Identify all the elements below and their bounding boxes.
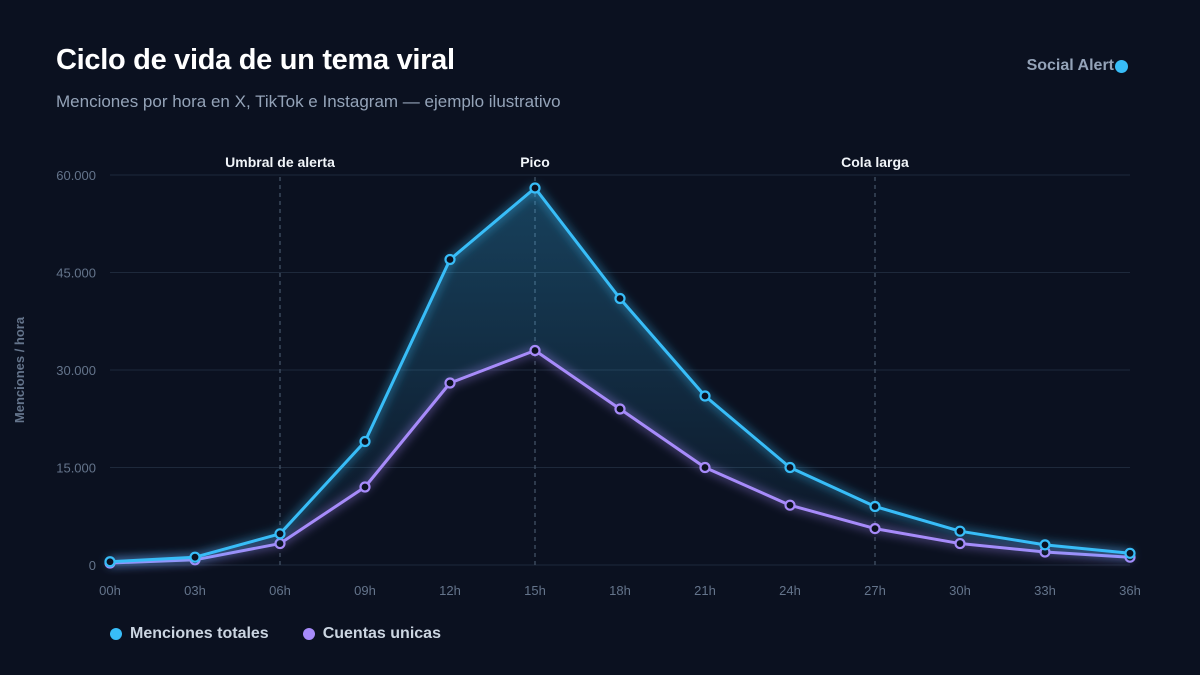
annotation-label: Umbral de alerta <box>225 154 335 170</box>
chart-title: Ciclo de vida de un tema viral <box>56 44 455 76</box>
data-point <box>1039 539 1051 551</box>
brand-label: Social Alert <box>1026 57 1114 74</box>
legend-dot-icon <box>302 628 315 640</box>
data-point <box>784 461 796 474</box>
legend: Menciones totales Cuentas unicas <box>110 625 441 643</box>
legend-label: Cuentas unicas <box>322 625 441 642</box>
data-point <box>699 390 711 402</box>
axis-layer: 0 15.000 30.000 45.000 60.000 Menciones / hor… <box>12 168 1141 598</box>
data-point <box>444 377 456 389</box>
brand-dot-icon <box>1115 60 1128 73</box>
annotation-label: Cola larga <box>841 154 909 170</box>
data-point <box>869 522 881 535</box>
data-point <box>529 182 541 194</box>
data-point <box>869 500 881 513</box>
legend-item: Cuentas unicas <box>302 625 441 643</box>
y-tick-label: 30.000 <box>56 363 96 378</box>
x-tick-label: 09h <box>354 583 376 598</box>
x-tick-label: 03h <box>184 583 206 598</box>
x-tick-label: 33h <box>1034 583 1056 598</box>
y-tick-label: 0 <box>89 558 96 573</box>
data-point <box>444 253 456 266</box>
chart-subtitle: Menciones por hora en X, TikTok e Instag… <box>56 92 561 111</box>
data-point <box>954 525 966 537</box>
annotation-layer: Umbral de alerta Pico Cola larga <box>225 154 909 565</box>
data-point <box>614 292 626 305</box>
area-between-series <box>110 188 1130 564</box>
y-tick-label: 60.000 <box>56 168 96 183</box>
data-point <box>1124 547 1136 559</box>
data-point <box>614 403 626 415</box>
data-point <box>274 537 286 550</box>
x-tick-label: 36h <box>1119 583 1141 598</box>
legend-item: Menciones totales <box>110 625 269 643</box>
data-point <box>699 461 711 474</box>
series-layer <box>104 182 1136 569</box>
data-point <box>954 537 966 550</box>
data-point <box>104 556 116 568</box>
legend-label: Menciones totales <box>130 625 269 642</box>
x-tick-label: 27h <box>864 583 886 598</box>
annotation-label: Pico <box>520 154 550 170</box>
y-axis-label: Menciones / hora <box>12 316 27 423</box>
x-tick-label: 00h <box>99 583 121 598</box>
data-point <box>189 551 201 563</box>
legend-dot-icon <box>110 628 122 640</box>
x-tick-label: 30h <box>949 583 971 598</box>
x-tick-label: 24h <box>779 583 801 598</box>
x-tick-label: 06h <box>269 583 291 598</box>
data-point <box>359 435 371 448</box>
data-point <box>274 528 286 540</box>
data-point <box>784 499 796 511</box>
x-tick-label: 12h <box>439 583 461 598</box>
data-point <box>359 481 371 493</box>
y-tick-label: 45.000 <box>56 266 96 281</box>
y-tick-label: 15.000 <box>56 461 96 476</box>
data-point <box>529 344 541 357</box>
x-tick-label: 15h <box>524 583 546 598</box>
area-layer <box>110 188 1130 564</box>
x-tick-label: 18h <box>609 583 631 598</box>
x-tick-label: 21h <box>694 583 716 598</box>
